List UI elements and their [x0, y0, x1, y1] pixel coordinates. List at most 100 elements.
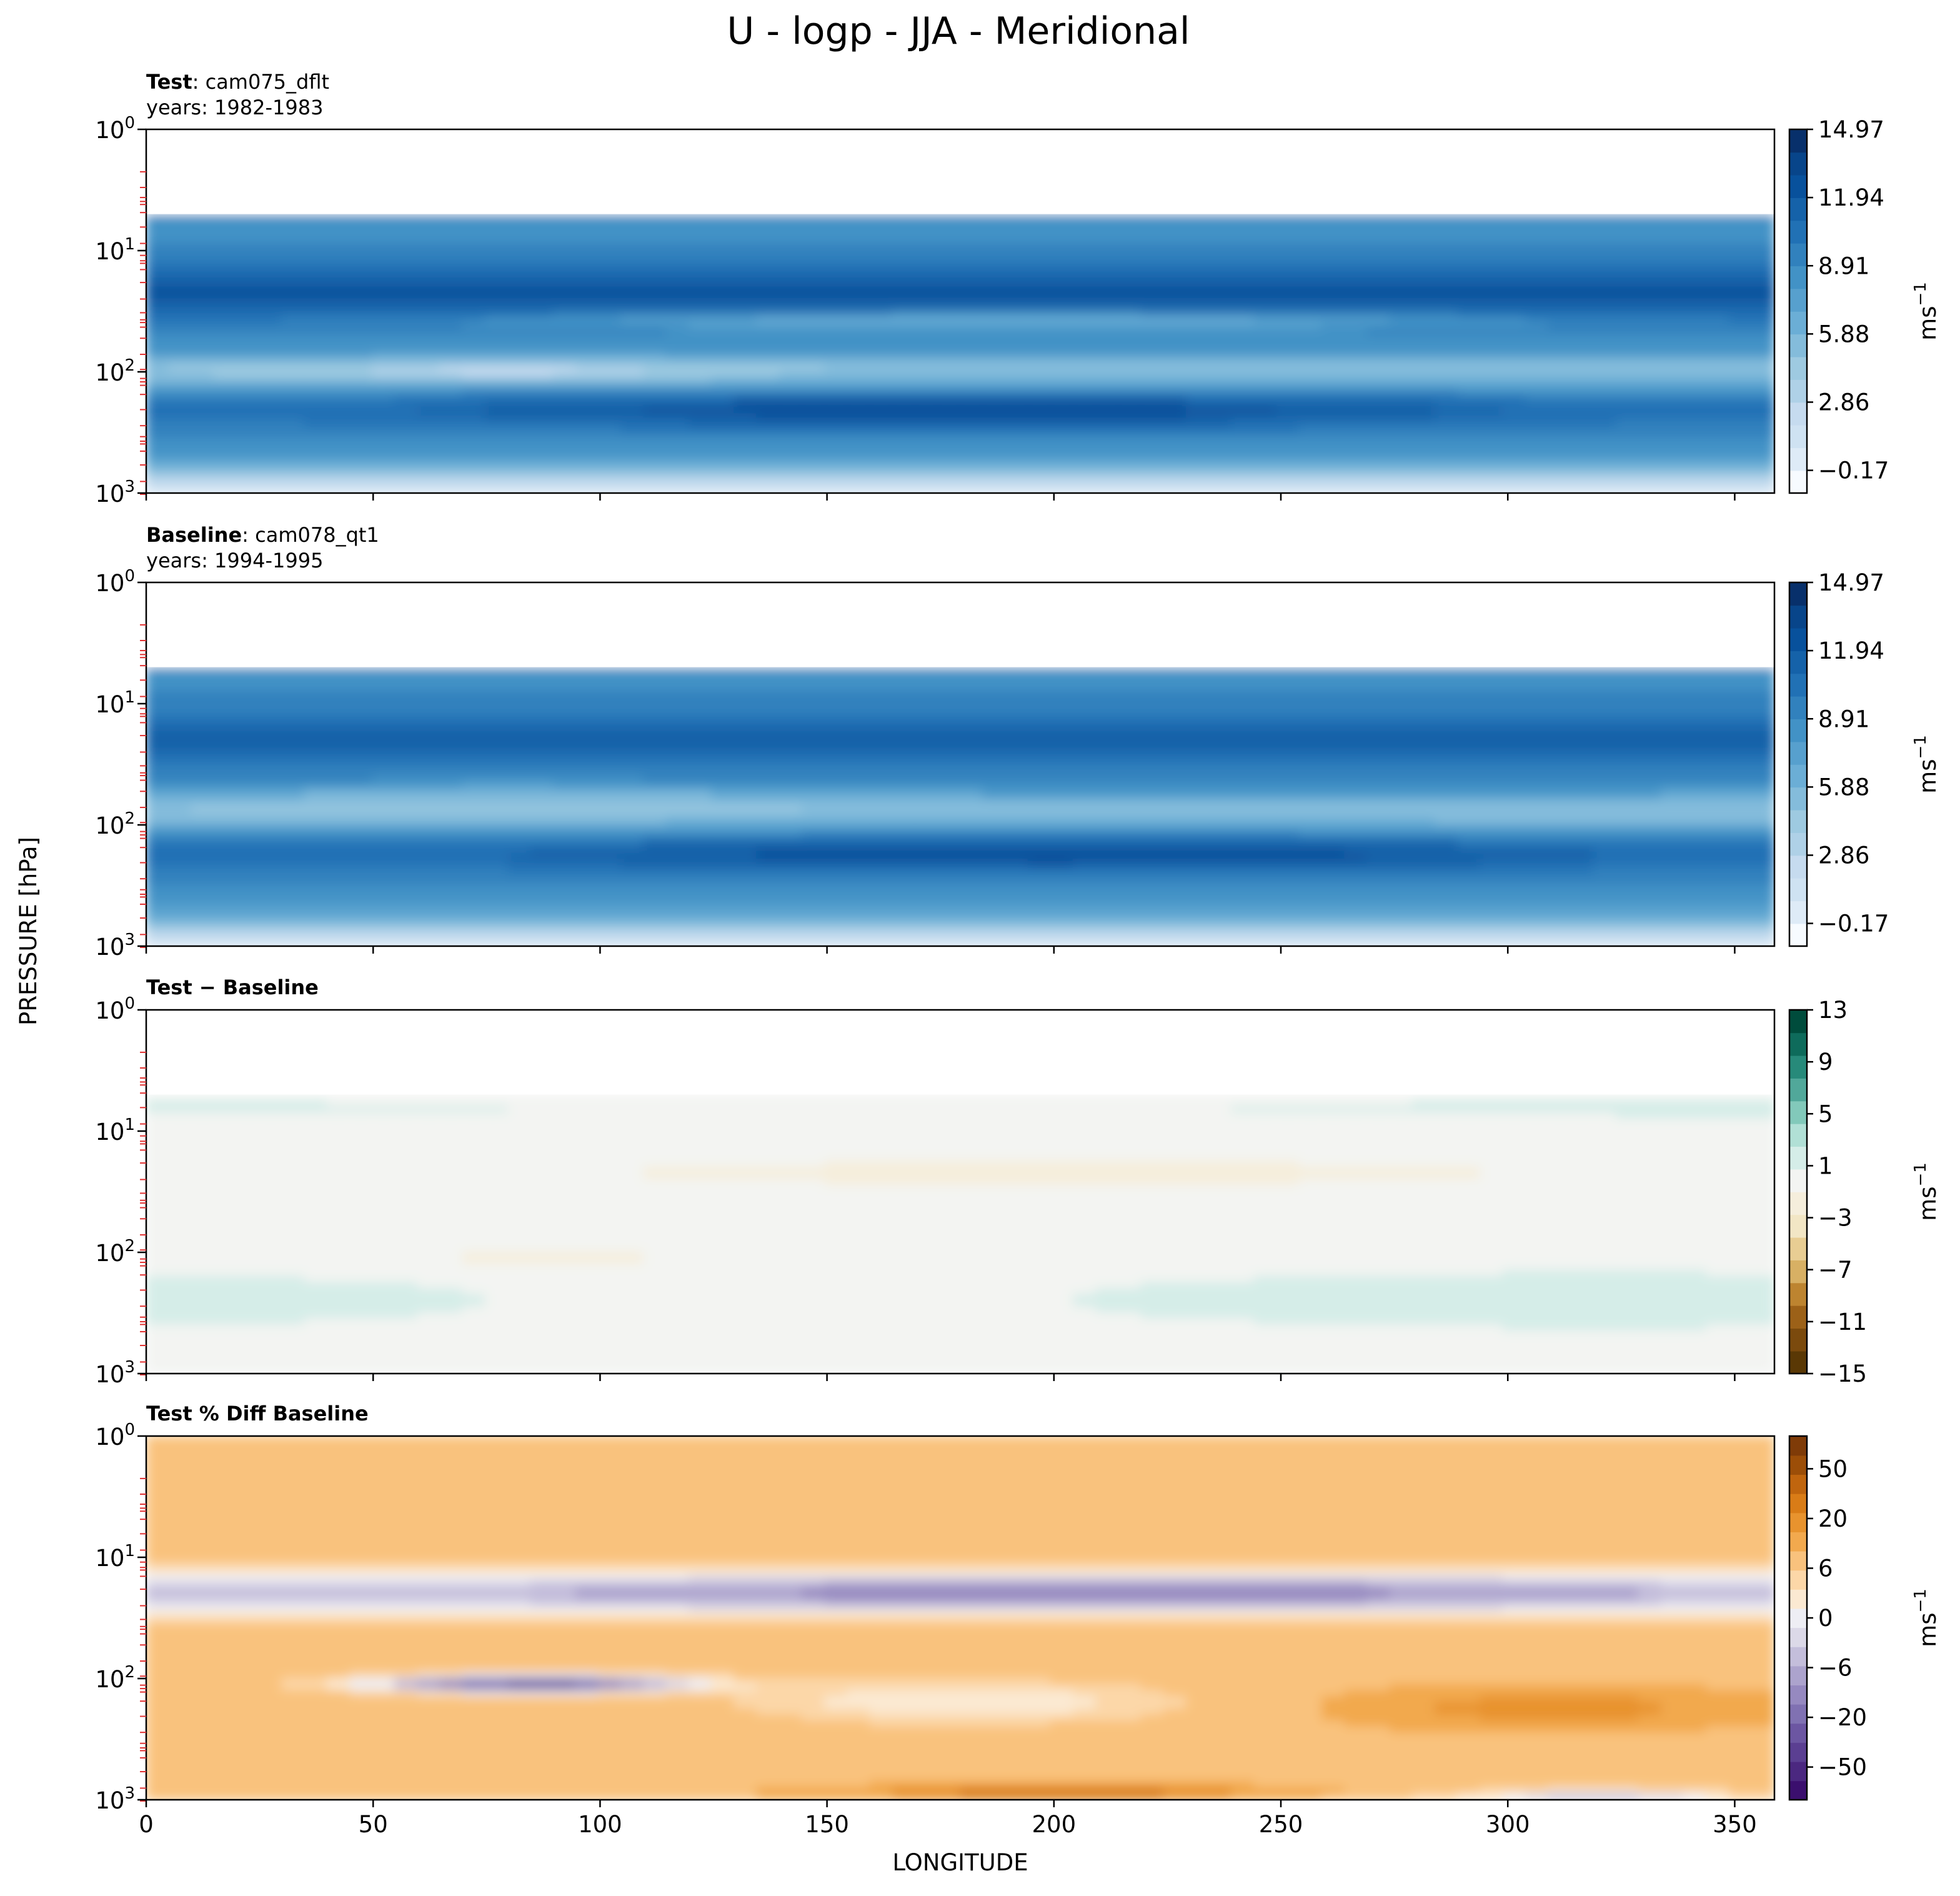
contour-cell — [1140, 450, 1165, 457]
contour-cell — [1118, 268, 1142, 276]
contour-cell — [1570, 462, 1594, 470]
contour-cell — [1027, 329, 1052, 336]
contour-cell — [1050, 437, 1074, 446]
contour-cell — [597, 389, 622, 397]
contour-cell — [869, 377, 893, 385]
contour-cell — [1027, 244, 1052, 251]
contour-cell — [892, 480, 916, 488]
contour-cell — [937, 474, 961, 482]
contour-cell — [688, 395, 712, 403]
contour-cell — [1480, 432, 1504, 439]
contour-cell — [779, 244, 803, 251]
contour-cell — [326, 401, 351, 409]
contour-cell — [1140, 213, 1165, 221]
contour-cell — [1344, 304, 1368, 312]
contour-cell — [801, 426, 825, 433]
contour-cell — [892, 274, 916, 282]
contour-cell — [417, 298, 441, 306]
contour-cell — [1095, 444, 1120, 452]
contour-cell — [1005, 322, 1029, 331]
contour-cell — [1253, 352, 1278, 361]
contour-cell — [847, 262, 871, 270]
contour-cell — [1615, 468, 1639, 476]
contour-cell — [146, 395, 170, 403]
contour-cell — [1027, 352, 1052, 361]
contour-cell — [643, 401, 667, 409]
contour-cell — [914, 256, 938, 264]
contour-cell — [688, 413, 712, 421]
contour-cell — [1095, 280, 1120, 288]
contour-cell — [484, 401, 509, 409]
contour-cell — [710, 437, 735, 446]
contour-cell — [1638, 213, 1663, 221]
contour-cell — [304, 480, 328, 488]
contour-cell — [1095, 407, 1120, 415]
contour-cell — [688, 329, 712, 336]
contour-cell — [1411, 341, 1436, 349]
contour-cell — [530, 371, 554, 379]
contour-cell — [960, 359, 984, 367]
contour-cell — [1411, 480, 1436, 488]
contour-cell — [847, 407, 871, 415]
contour-cell — [1502, 292, 1526, 300]
contour-cell — [1185, 401, 1210, 409]
contour-cell — [146, 480, 170, 488]
contour-cell — [937, 352, 961, 361]
contour-cell — [1525, 237, 1550, 246]
contour-cell — [734, 419, 758, 427]
contour-cell — [168, 371, 192, 379]
contour-cell — [1457, 298, 1481, 306]
contour-cell — [462, 316, 486, 324]
contour-cell — [1366, 359, 1391, 367]
contour-cell — [1683, 213, 1708, 221]
contour-cell — [258, 468, 283, 476]
contour-cell — [847, 359, 871, 367]
contour-cell — [1411, 329, 1436, 336]
contour-cell — [779, 304, 803, 312]
contour-cell — [847, 311, 871, 318]
contour-cell — [349, 256, 373, 264]
contour-cell — [507, 389, 532, 397]
contour-cell — [688, 407, 712, 415]
contour-cell — [1072, 383, 1097, 391]
contour-cell — [1751, 268, 1774, 276]
contour-cell — [530, 395, 554, 403]
contour-cell — [869, 213, 893, 221]
contour-cell — [1661, 219, 1685, 227]
contour-cell — [552, 347, 577, 354]
contour-cell — [643, 468, 667, 476]
contour-cell — [371, 480, 396, 488]
contour-cell — [1366, 304, 1391, 312]
contour-cell — [1276, 237, 1300, 246]
contour-cell — [1050, 432, 1074, 439]
contour-cell — [1344, 292, 1368, 300]
contour-cell — [1005, 286, 1029, 294]
contour-cell — [1706, 316, 1730, 324]
contour-cell — [281, 407, 306, 415]
contour-cell — [1095, 256, 1120, 264]
contour-cell — [1615, 413, 1639, 421]
contour-cell — [1298, 474, 1323, 482]
contour-cell — [1706, 329, 1730, 336]
contour-cell — [1072, 329, 1097, 336]
contour-cell — [823, 304, 848, 312]
contour-cell — [892, 286, 916, 294]
contour-cell — [258, 268, 283, 276]
contour-cell — [1751, 432, 1774, 439]
contour-cell — [191, 413, 215, 421]
contour-cell — [1253, 432, 1278, 439]
contour-cell — [213, 304, 237, 312]
contour-cell — [1163, 237, 1187, 246]
contour-cell — [462, 268, 486, 276]
contour-cell — [1072, 334, 1097, 342]
contour-cell — [371, 250, 396, 257]
contour-cell — [1005, 432, 1029, 439]
contour-cell — [1027, 334, 1052, 342]
contour-cell — [258, 413, 283, 421]
contour-cell — [869, 444, 893, 452]
contour-cell — [530, 365, 554, 372]
contour-cell — [394, 456, 419, 464]
contour-cell — [982, 401, 1007, 409]
contour-cell — [394, 462, 419, 470]
contour-cell — [1163, 456, 1187, 464]
